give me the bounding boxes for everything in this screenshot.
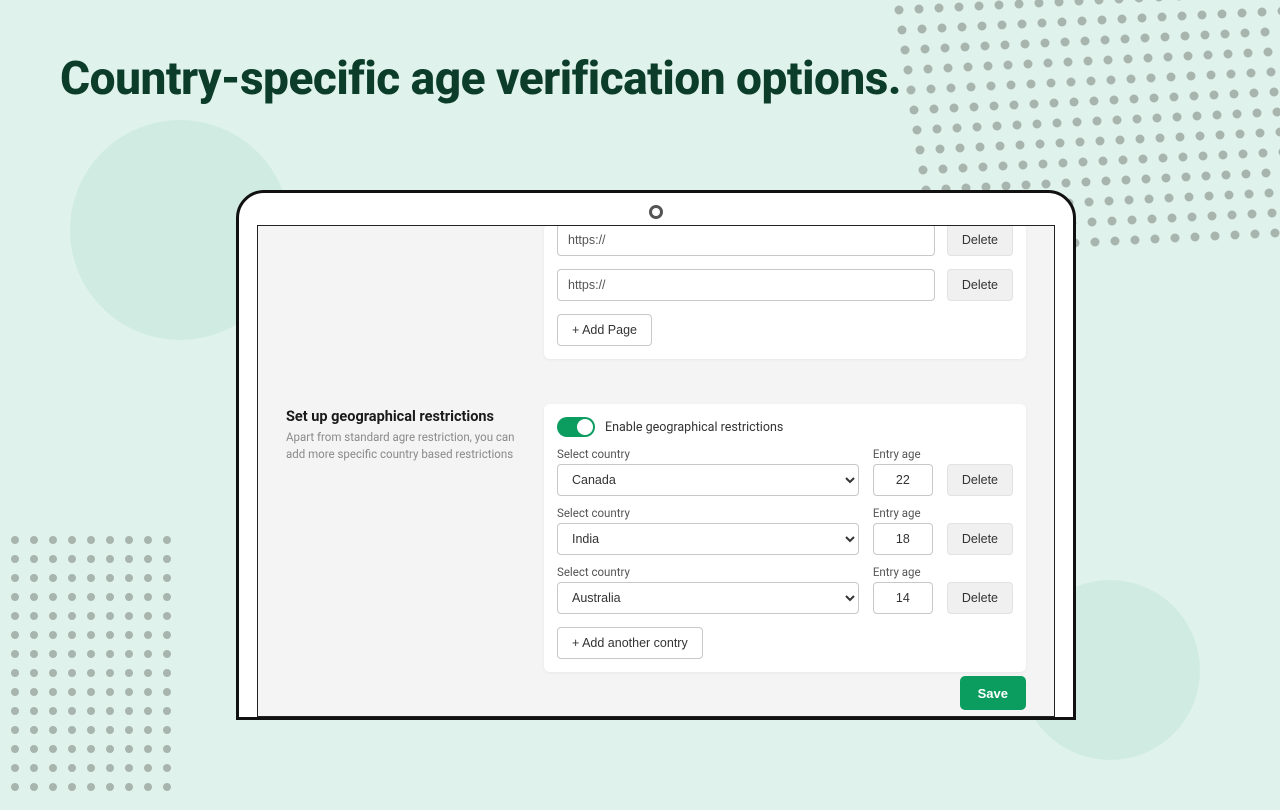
page-url-input[interactable] <box>557 225 935 256</box>
delete-button[interactable]: Delete <box>947 225 1013 256</box>
country-select[interactable]: Canada <box>557 464 859 496</box>
entry-age-input[interactable] <box>873 582 933 614</box>
entry-age-input[interactable] <box>873 464 933 496</box>
age-field: Entry age <box>873 447 933 496</box>
geo-row: Select country Canada Entry age Delete <box>557 447 1013 496</box>
delete-button[interactable]: Delete <box>947 464 1013 496</box>
camera-icon <box>649 205 663 219</box>
country-select[interactable]: Australia <box>557 582 859 614</box>
geo-toggle-row: Enable geographical restrictions <box>557 417 1013 437</box>
add-country-button[interactable]: + Add another contry <box>557 627 703 659</box>
delete-button[interactable]: Delete <box>947 269 1013 301</box>
age-label: Entry age <box>873 506 933 520</box>
age-label: Entry age <box>873 565 933 579</box>
geo-toggle-label: Enable geographical restrictions <box>605 420 783 435</box>
laptop-frame: Delete Delete + Add Page Set up geograph… <box>236 190 1076 720</box>
country-field: Select country Australia <box>557 565 859 614</box>
geo-row: Select country India Entry age Delete <box>557 506 1013 555</box>
save-button[interactable]: Save <box>960 676 1026 710</box>
country-field: Select country India <box>557 506 859 555</box>
enable-geo-toggle[interactable] <box>557 417 595 437</box>
geo-description: Set up geographical restrictions Apart f… <box>286 408 516 462</box>
geo-row: Select country Australia Entry age Delete <box>557 565 1013 614</box>
page-url-row: Delete <box>557 225 1013 256</box>
decorative-dots-bottom-left <box>0 530 190 810</box>
country-label: Select country <box>557 447 859 461</box>
page-url-row: Delete <box>557 269 1013 301</box>
geo-subtitle: Apart from standard agre restriction, yo… <box>286 429 516 462</box>
age-label: Entry age <box>873 447 933 461</box>
delete-button[interactable]: Delete <box>947 582 1013 614</box>
delete-button[interactable]: Delete <box>947 523 1013 555</box>
page-url-input[interactable] <box>557 269 935 301</box>
country-select[interactable]: India <box>557 523 859 555</box>
geo-title: Set up geographical restrictions <box>286 408 516 425</box>
geo-card: Enable geographical restrictions Select … <box>544 404 1026 672</box>
age-field: Entry age <box>873 565 933 614</box>
age-field: Entry age <box>873 506 933 555</box>
entry-age-input[interactable] <box>873 523 933 555</box>
pages-card: Delete Delete + Add Page <box>544 225 1026 359</box>
country-label: Select country <box>557 506 859 520</box>
country-field: Select country Canada <box>557 447 859 496</box>
add-page-button[interactable]: + Add Page <box>557 314 652 346</box>
country-label: Select country <box>557 565 859 579</box>
page-headline: Country-specific age verification option… <box>60 52 901 106</box>
screen: Delete Delete + Add Page Set up geograph… <box>257 225 1055 717</box>
